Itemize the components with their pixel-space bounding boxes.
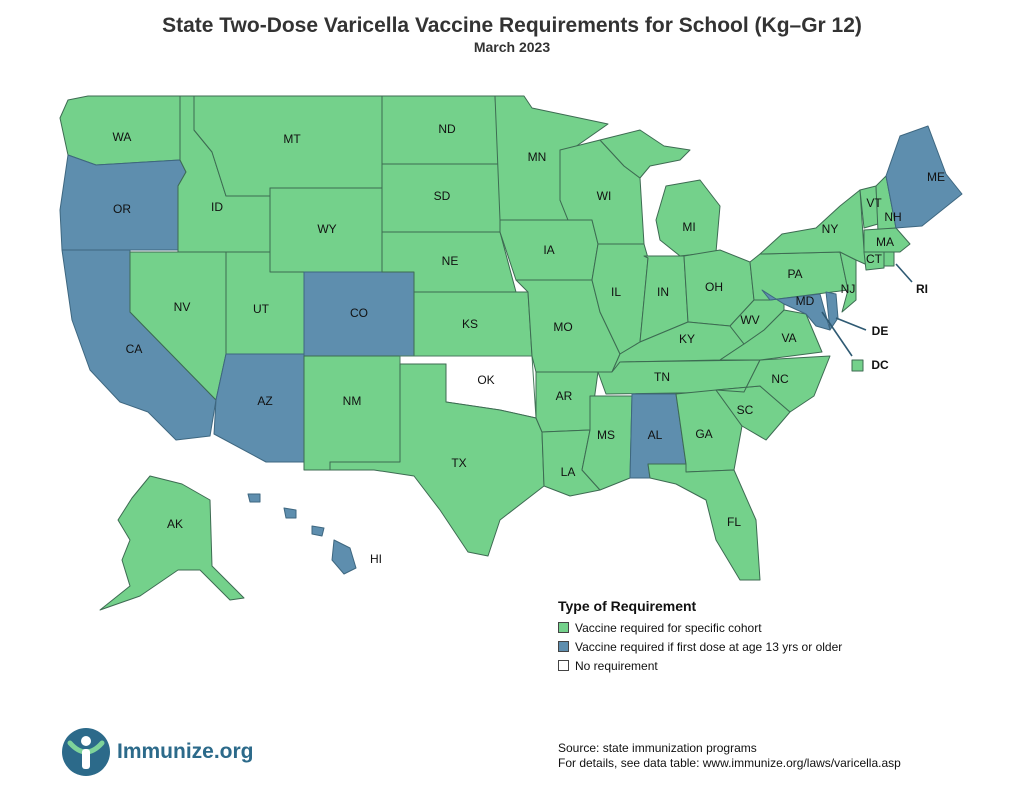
label-WA: WA bbox=[113, 130, 132, 144]
source-line: Source: state immunization programs bbox=[558, 741, 757, 755]
label-NE: NE bbox=[442, 254, 459, 268]
label-AL: AL bbox=[648, 428, 663, 442]
state-TX bbox=[329, 363, 545, 557]
state-NM bbox=[303, 355, 401, 471]
label-ME: ME bbox=[927, 170, 945, 184]
state-RI bbox=[883, 251, 895, 267]
legend: Type of Requirement Vaccine required for… bbox=[558, 598, 842, 675]
label-KS: KS bbox=[462, 317, 478, 331]
label-CO: CO bbox=[350, 306, 368, 320]
label-WY: WY bbox=[317, 222, 336, 236]
leader-line-RI bbox=[895, 263, 913, 283]
label-SD: SD bbox=[434, 189, 451, 203]
label-UT: UT bbox=[253, 302, 270, 316]
label-AZ: AZ bbox=[257, 394, 272, 408]
details-line: For details, see data table: www.immuniz… bbox=[558, 756, 901, 770]
legend-label-none: No requirement bbox=[575, 658, 658, 673]
state-HI bbox=[331, 539, 357, 575]
label-NY: NY bbox=[822, 222, 839, 236]
label-SC: SC bbox=[737, 403, 754, 417]
state-DC-swatch bbox=[851, 359, 864, 372]
label-MI: MI bbox=[682, 220, 695, 234]
state-NC bbox=[715, 355, 831, 413]
label-IA: IA bbox=[543, 243, 554, 257]
leader-line-DC bbox=[821, 311, 853, 357]
label-VT: VT bbox=[866, 196, 882, 210]
legend-label-cohort: Vaccine required for specific cohort bbox=[575, 620, 762, 635]
label-WV: WV bbox=[740, 313, 759, 327]
label-WI: WI bbox=[597, 189, 612, 203]
label-HI: HI bbox=[370, 552, 382, 566]
source-note: Source: state immunization programs For … bbox=[558, 741, 901, 771]
legend-swatch-age13 bbox=[558, 641, 569, 652]
leader-line-DE bbox=[835, 317, 867, 331]
state-NY bbox=[759, 189, 875, 269]
label-NH: NH bbox=[884, 210, 901, 224]
map-subtitle: March 2023 bbox=[473, 39, 551, 55]
label-NC: NC bbox=[771, 372, 789, 386]
label-VA: VA bbox=[781, 331, 796, 345]
label-MO: MO bbox=[553, 320, 572, 334]
label-NV: NV bbox=[174, 300, 191, 314]
legend-title: Type of Requirement bbox=[558, 598, 697, 614]
logo-text: Immunize.org bbox=[117, 740, 254, 763]
state-HI-kauai bbox=[247, 493, 261, 503]
label-IN: IN bbox=[657, 285, 669, 299]
state-AK bbox=[99, 475, 245, 611]
legend-label-age13: Vaccine required if first dose at age 13… bbox=[575, 639, 843, 654]
label-OK: OK bbox=[477, 373, 494, 387]
legend-swatch-none bbox=[558, 660, 569, 671]
state-ME bbox=[885, 125, 963, 229]
label-KY: KY bbox=[679, 332, 695, 346]
label-FL: FL bbox=[727, 515, 741, 529]
label-OR: OR bbox=[113, 202, 131, 216]
state-AZ bbox=[213, 353, 305, 463]
state-MI-upper bbox=[599, 129, 691, 179]
label-MS: MS bbox=[597, 428, 615, 442]
label-RI: RI bbox=[916, 282, 928, 296]
state-CT bbox=[863, 251, 885, 271]
label-TN: TN bbox=[654, 370, 670, 384]
map-title: State Two-Dose Varicella Vaccine Require… bbox=[162, 14, 862, 37]
legend-item-none: No requirement bbox=[558, 656, 842, 675]
legend-swatch-cohort bbox=[558, 622, 569, 633]
label-LA: LA bbox=[561, 465, 576, 479]
label-MA: MA bbox=[876, 235, 894, 249]
state-HI-oahu bbox=[283, 507, 297, 519]
immunize-logo[interactable]: Immunize.org bbox=[61, 727, 254, 777]
label-TX: TX bbox=[451, 456, 466, 470]
legend-item-cohort: Vaccine required for specific cohort bbox=[558, 618, 842, 637]
state-MI bbox=[655, 179, 721, 257]
legend-item-age13: Vaccine required if first dose at age 13… bbox=[558, 637, 842, 656]
label-GA: GA bbox=[695, 427, 712, 441]
label-CT: CT bbox=[866, 252, 883, 266]
label-MD: MD bbox=[796, 294, 815, 308]
state-MA bbox=[863, 227, 911, 253]
label-OH: OH bbox=[705, 280, 723, 294]
label-MN: MN bbox=[528, 150, 547, 164]
label-IL: IL bbox=[611, 285, 621, 299]
label-ID: ID bbox=[211, 200, 223, 214]
label-CA: CA bbox=[126, 342, 143, 356]
state-FL bbox=[647, 463, 761, 581]
label-AK: AK bbox=[167, 517, 183, 531]
label-ND: ND bbox=[438, 122, 456, 136]
label-NJ: NJ bbox=[841, 282, 856, 296]
state-MD bbox=[761, 289, 831, 331]
label-MT: MT bbox=[283, 132, 301, 146]
state-MS bbox=[581, 395, 633, 491]
label-AR: AR bbox=[556, 389, 573, 403]
label-DE: DE bbox=[872, 324, 889, 338]
label-DC: DC bbox=[871, 358, 889, 372]
immunize-logo-icon bbox=[62, 728, 110, 776]
label-NM: NM bbox=[343, 394, 362, 408]
state-HI-maui bbox=[311, 525, 325, 537]
label-PA: PA bbox=[787, 267, 802, 281]
